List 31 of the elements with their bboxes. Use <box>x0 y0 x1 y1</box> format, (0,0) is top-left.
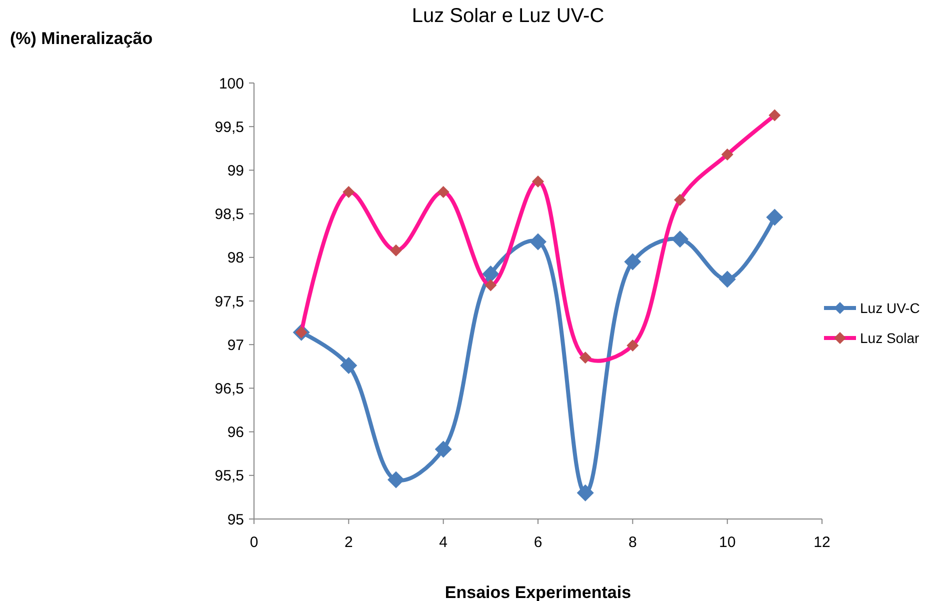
point <box>482 265 500 282</box>
x-tick-label: 4 <box>439 534 448 551</box>
point <box>624 253 642 270</box>
y-tick-label: 100 <box>218 75 244 92</box>
y-tick-label: 96 <box>227 424 244 442</box>
x-tick-label: 8 <box>628 534 637 551</box>
y-tick-label: 99,5 <box>214 118 244 136</box>
y-tick-label: 95 <box>227 511 244 528</box>
point <box>388 471 404 488</box>
x-tick-label: 0 <box>250 534 258 551</box>
x-tick-label: 2 <box>344 534 353 551</box>
point <box>672 230 688 248</box>
x-tick-label: 6 <box>534 534 542 551</box>
legend-label: Luz UV-C <box>860 300 920 316</box>
y-tick-label: 98 <box>227 250 244 267</box>
x-tick-label: 10 <box>718 534 736 551</box>
x-tick-label: 12 <box>814 534 830 551</box>
point <box>718 270 736 288</box>
legend-label: Luz Solar <box>860 330 920 346</box>
point <box>530 233 546 250</box>
y-tick-label: 99 <box>227 162 244 180</box>
y-tick-label: 97,5 <box>214 293 244 310</box>
y-tick-label: 96,5 <box>214 380 244 398</box>
y-tick-label: 97 <box>227 336 244 354</box>
y-axis-title: (%) Mineralização <box>10 29 153 48</box>
point <box>576 484 594 502</box>
y-tick-label: 95,5 <box>214 468 244 485</box>
point <box>434 440 452 458</box>
point <box>766 208 784 226</box>
y-tick-label: 98,5 <box>214 206 244 224</box>
point <box>340 357 358 374</box>
